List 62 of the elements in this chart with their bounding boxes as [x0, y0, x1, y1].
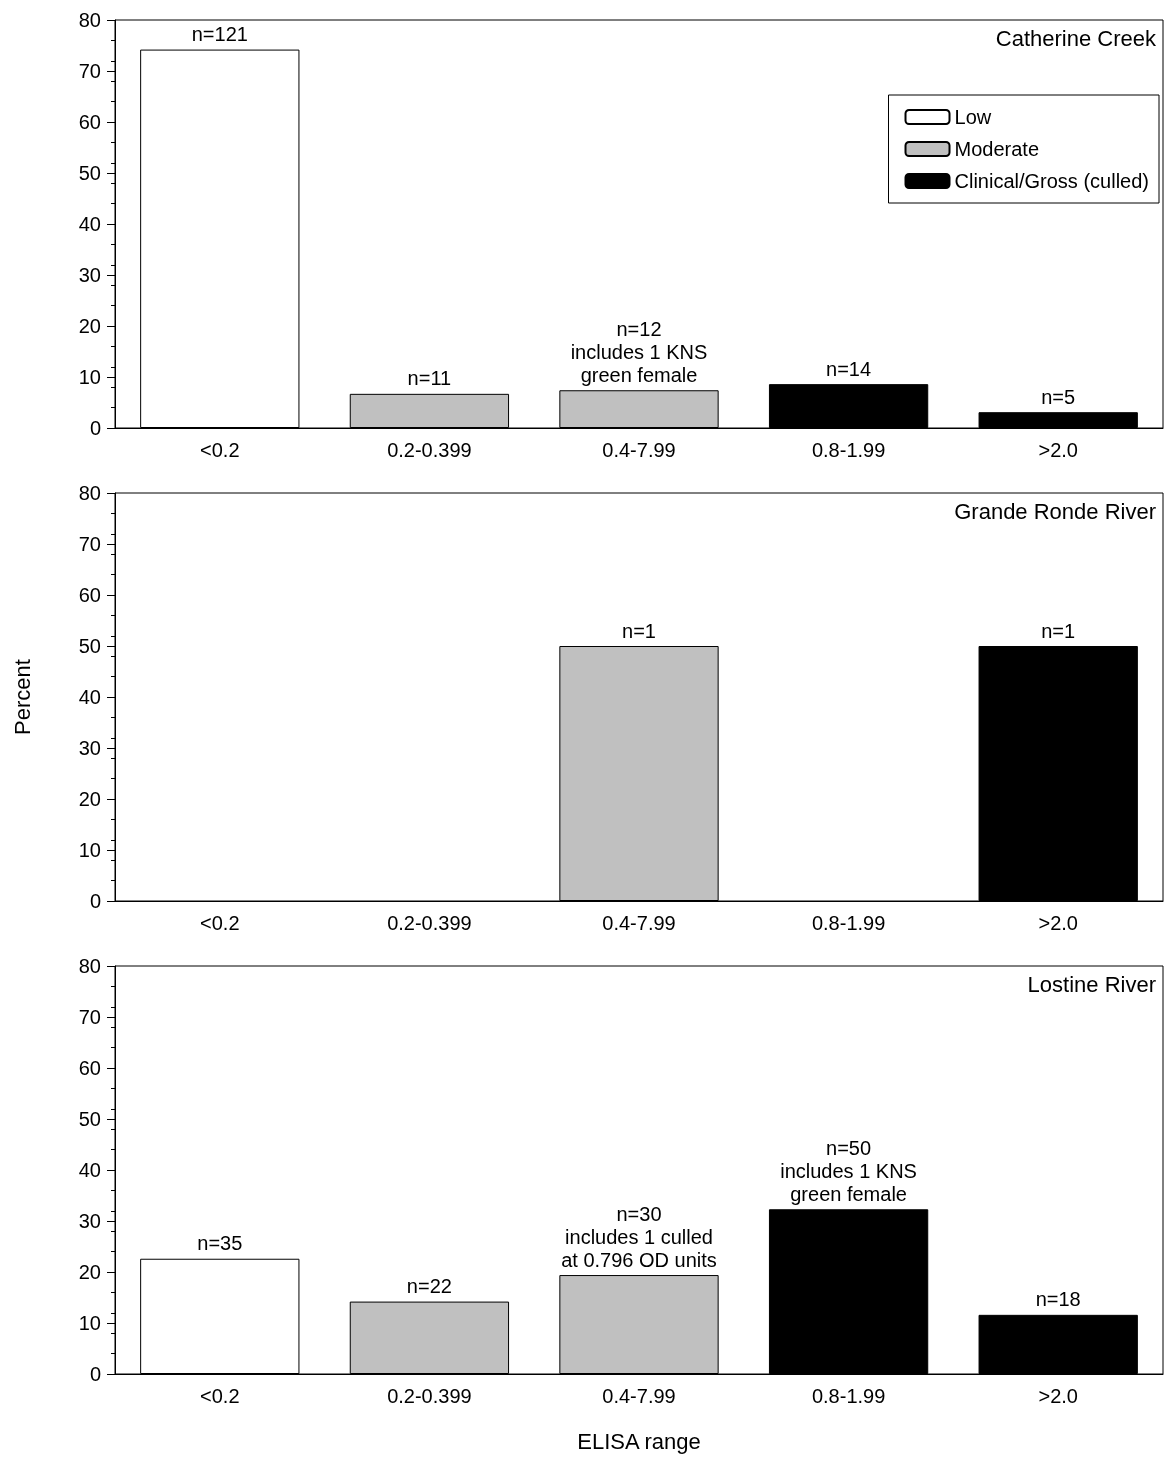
annotation: n=22 — [406, 1275, 452, 1298]
y-tick-label: 0 — [89, 1363, 101, 1385]
x-tick-label: 0.4-7.99 — [602, 1385, 676, 1407]
y-tick-label: 20 — [78, 315, 101, 337]
y-tick-label: 50 — [78, 1108, 101, 1130]
y-tick-label: 20 — [78, 788, 101, 810]
x-tick-label: 0.2-0.399 — [387, 912, 472, 934]
x-tick-label: 0.8-1.99 — [811, 912, 886, 934]
annotation: n=12 includes 1 KNS green female — [570, 317, 708, 386]
x-tick-label: <0.2 — [200, 912, 240, 934]
annotation: n=121 — [191, 23, 248, 46]
legend-label: Low — [954, 106, 992, 128]
y-tick-label: 30 — [78, 737, 101, 759]
x-tick-label: >2.0 — [1038, 1385, 1078, 1407]
x-tick-label: 0.2-0.399 — [387, 439, 472, 461]
annotation: n=11 — [407, 367, 452, 390]
legend-label: Moderate — [954, 138, 1040, 160]
y-tick-label: 60 — [78, 1057, 101, 1079]
y-tick-label: 40 — [78, 1159, 101, 1181]
x-tick-label: <0.2 — [200, 439, 240, 461]
y-tick-label: 40 — [78, 686, 101, 708]
x-tick-label: 0.8-1.99 — [811, 1385, 886, 1407]
legend-label: Clinical/Gross (culled) — [954, 170, 1150, 192]
y-tick-label: 60 — [78, 111, 101, 133]
chart-title: Catherine Creek — [995, 25, 1157, 51]
annotation: n=5 — [1041, 385, 1076, 408]
x-tick-label: 0.8-1.99 — [811, 439, 886, 461]
chart-title: Grande Ronde River — [954, 498, 1157, 524]
y-tick-label: 30 — [78, 264, 101, 286]
annotation: n=30 includes 1 culled at 0.796 OD units — [561, 1202, 717, 1271]
y-tick-label: 80 — [78, 9, 101, 31]
y-tick-label: 70 — [78, 1006, 101, 1028]
y-tick-label: 60 — [78, 584, 101, 606]
x-tick-label: 0.4-7.99 — [602, 912, 676, 934]
x-tick-label: 0.4-7.99 — [602, 439, 676, 461]
y-axis-title: Percent — [9, 659, 35, 735]
y-tick-label: 10 — [78, 839, 101, 861]
y-tick-label: 0 — [89, 890, 101, 912]
y-tick-label: 70 — [78, 533, 101, 555]
y-tick-label: 10 — [78, 366, 101, 388]
annotation: n=50 includes 1 KNS green female — [780, 1136, 917, 1205]
y-tick-label: 30 — [78, 1210, 101, 1232]
x-tick-label: <0.2 — [200, 1385, 240, 1407]
annotation: n=1 — [622, 619, 656, 642]
x-tick-label: 0.2-0.399 — [387, 1385, 472, 1407]
y-tick-label: 80 — [78, 482, 101, 504]
annotation: n=1 — [1041, 619, 1076, 642]
annotation: n=35 — [197, 1232, 243, 1255]
x-tick-label: >2.0 — [1038, 912, 1078, 934]
y-tick-label: 50 — [78, 635, 101, 657]
y-tick-label: 10 — [78, 1312, 101, 1334]
y-tick-label: 70 — [78, 60, 101, 82]
chart-title: Lostine River — [1027, 971, 1156, 997]
y-tick-label: 80 — [78, 955, 101, 977]
y-tick-label: 0 — [89, 417, 101, 439]
x-axis-title: ELISA range — [577, 1428, 701, 1454]
x-tick-label: >2.0 — [1038, 439, 1078, 461]
y-tick-label: 50 — [78, 162, 101, 184]
annotation: n=14 — [826, 357, 872, 380]
y-tick-label: 40 — [78, 213, 101, 235]
annotation: n=18 — [1035, 1288, 1081, 1311]
y-tick-label: 20 — [78, 1261, 101, 1283]
